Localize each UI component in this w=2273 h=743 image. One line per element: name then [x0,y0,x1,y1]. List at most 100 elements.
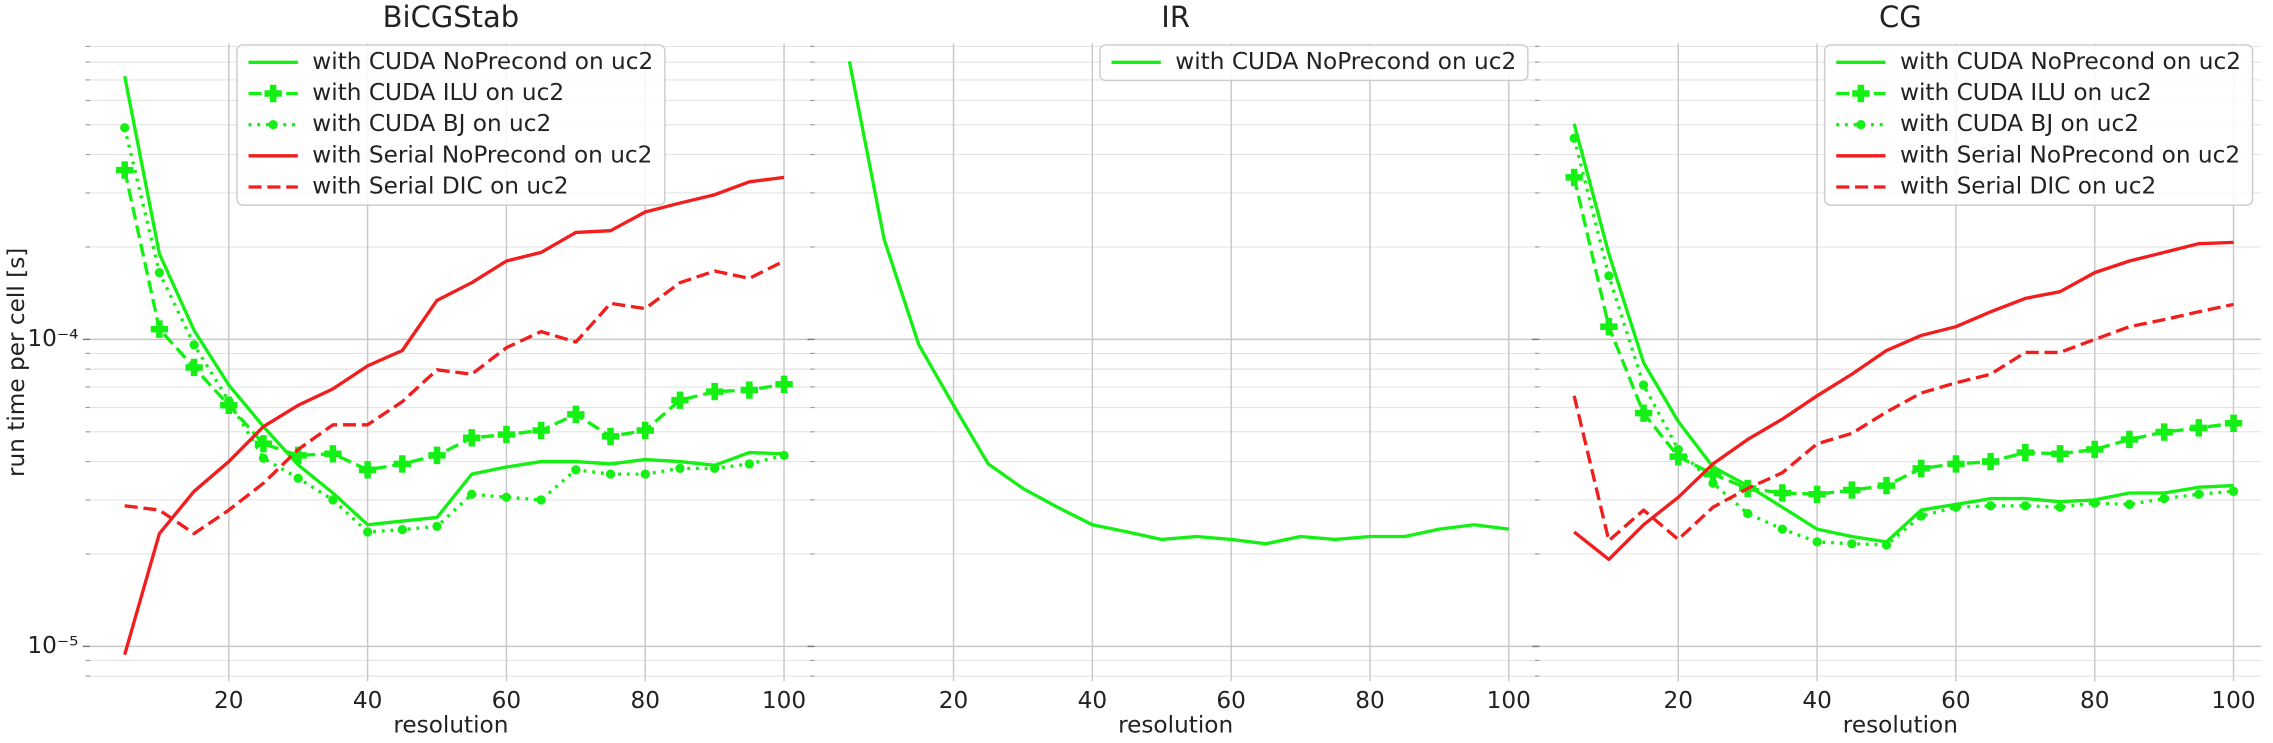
x-tick-label: 40 [1802,687,1832,714]
marker [467,489,477,499]
legend-label: with CUDA ILU on uc2 [1900,79,2152,106]
marker [1916,511,1926,521]
marker [428,446,446,465]
legend-item: with CUDA NoPrecond on uc2 [248,48,653,75]
marker [1847,539,1857,549]
marker [1852,84,1870,103]
y-tick-label: 10⁻⁵ [27,632,78,659]
x-tick-label: 40 [353,687,383,714]
series-line [1572,137,2234,547]
legend: with CUDA NoPrecond on uc2 [1099,44,1529,82]
marker [740,381,759,399]
marker [2190,419,2208,437]
marker [1981,452,2000,471]
marker [779,450,789,461]
legend-item: with Serial DIC on uc2 [248,172,569,199]
marker [2120,430,2139,449]
legend-item: with Serial DIC on uc2 [1836,172,2156,199]
legend-item: with CUDA ILU on uc2 [248,79,564,106]
marker [1812,537,1822,547]
marker [705,382,724,401]
marker [744,459,754,469]
panel: 20 40 60 80 100 CG resolution with CUDA NoPreco… [1532,0,2262,739]
marker [1569,133,1579,143]
marker [393,455,412,473]
marker [1877,476,1896,495]
x-tick-label: 80 [2080,687,2110,714]
legend-label: with Serial NoPrecond on uc2 [312,141,652,168]
legend-item: with Serial NoPrecond on uc2 [1836,141,2240,168]
marker [1604,271,1614,281]
marker [258,453,269,463]
x-tick-label: 80 [1355,687,1385,714]
marker [328,495,338,505]
x-tick-label: 60 [1941,687,1971,714]
marker [1947,455,1965,473]
x-axis-label: resolution [1118,712,1233,739]
series-line [123,127,785,534]
legend-label: with CUDA NoPrecond on uc2 [1175,48,1516,75]
legend-label: with CUDA BJ on uc2 [1900,110,2139,137]
series-line [1572,177,2234,496]
series-line [123,75,785,527]
marker [264,84,282,103]
chart-title: BiCGStab [383,0,519,34]
legend-label: with CUDA NoPrecond on uc2 [1900,48,2241,75]
legend-label: with CUDA BJ on uc2 [312,110,551,137]
marker [293,473,303,483]
marker [710,463,720,474]
marker [640,469,650,479]
marker [2228,486,2239,496]
marker [1985,501,1996,511]
marker [120,123,130,133]
marker [463,429,481,447]
marker [1912,459,1930,478]
marker [2159,493,2169,504]
marker [1951,502,1961,512]
chart-title: CG [1879,0,1922,34]
legend-item: with CUDA ILU on uc2 [1836,79,2152,106]
legend-item: with CUDA BJ on uc2 [248,110,551,137]
marker [605,469,616,479]
x-tick-label: 40 [1078,687,1108,714]
panel: 10⁻⁵ 10⁻⁴ 20 40 60 80 100 BiCGStab resolution run… [3,0,812,739]
marker [1843,481,1861,499]
series-line [1572,123,2234,544]
marker [1708,478,1718,488]
marker [2051,445,2069,463]
x-tick-label: 100 [2211,687,2255,714]
x-tick-label: 60 [1216,687,1246,714]
series-line [1573,240,2234,562]
y-axis-label: run time per cell [s] [3,248,30,477]
legend-item: with CUDA NoPrecond on uc2 [1836,48,2241,75]
x-tick-label: 80 [630,687,660,714]
marker [362,527,373,537]
marker [1600,317,1618,336]
marker [1634,404,1653,422]
x-tick-label: 100 [1487,687,1531,714]
legend-item: with CUDA BJ on uc2 [1836,110,2139,137]
marker [254,435,273,453]
x-axis-label: resolution [393,712,508,739]
marker [185,358,203,377]
series-line [1572,302,2234,543]
marker [150,320,169,338]
marker [775,375,793,393]
legend-item: with CUDA NoPrecond on uc2 [1111,48,1516,75]
chart-title: IR [1161,0,1190,34]
marker [1673,444,1683,455]
x-tick-label: 20 [214,687,244,714]
marker [115,161,134,179]
marker [2086,440,2104,459]
marker [2055,502,2065,512]
marker [2155,423,2173,441]
x-tick-label: 20 [1664,687,1694,714]
legend-label: with Serial NoPrecond on uc2 [1900,141,2240,168]
series-line [123,169,785,472]
marker [601,427,620,446]
marker [2020,501,2030,511]
series-line [123,175,785,656]
marker [1808,485,1826,503]
marker [1777,524,1788,534]
